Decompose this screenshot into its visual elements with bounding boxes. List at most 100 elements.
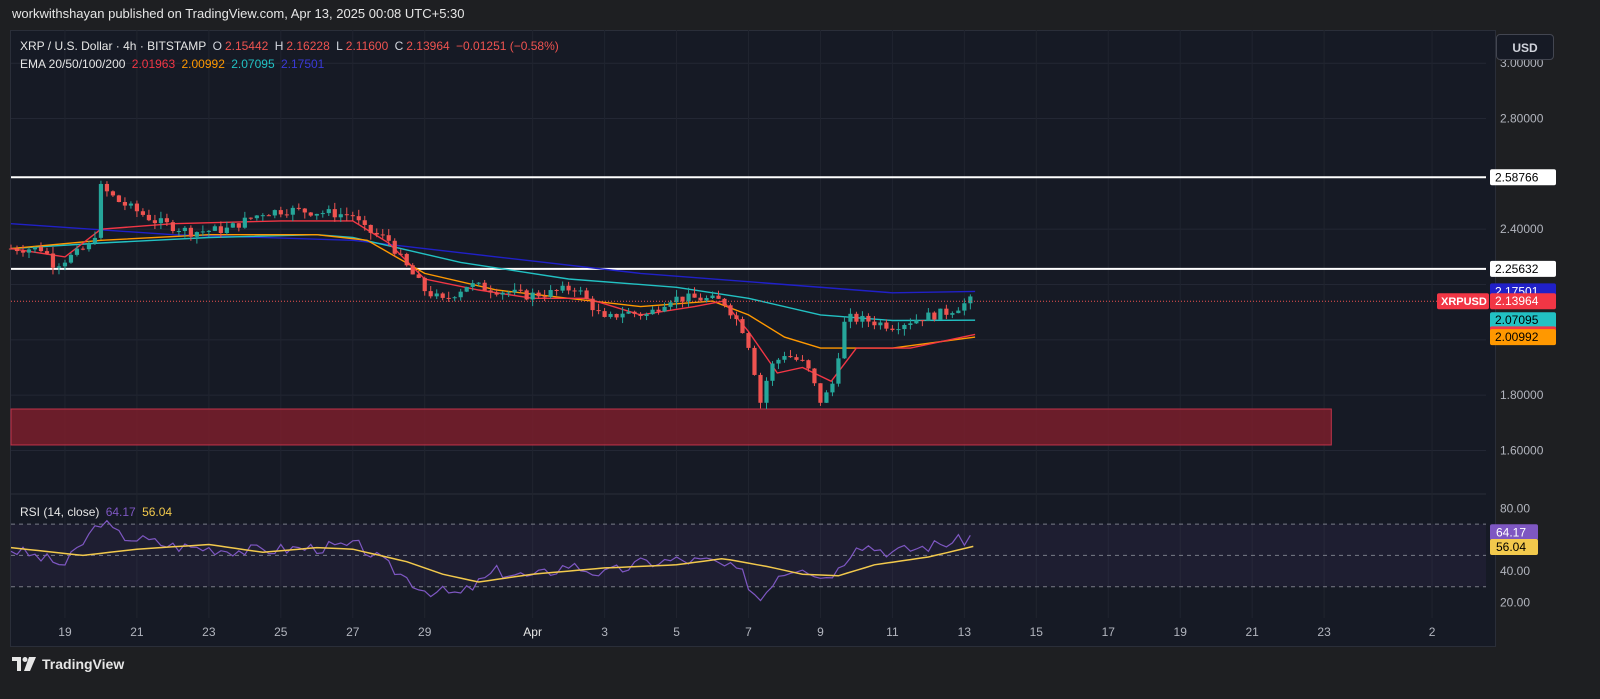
candle[interactable] xyxy=(872,321,877,326)
candle[interactable] xyxy=(104,183,110,192)
candle[interactable] xyxy=(74,248,80,255)
candle[interactable] xyxy=(740,319,745,334)
candle[interactable] xyxy=(326,209,331,214)
candle[interactable] xyxy=(458,291,463,298)
candle[interactable] xyxy=(572,290,577,292)
candle[interactable] xyxy=(80,248,86,250)
candle[interactable] xyxy=(116,195,122,203)
candle[interactable] xyxy=(344,214,349,216)
candle[interactable] xyxy=(302,208,307,213)
candle[interactable] xyxy=(176,231,181,233)
candle[interactable] xyxy=(182,227,187,232)
candle[interactable] xyxy=(896,329,901,331)
candle[interactable] xyxy=(560,285,565,291)
candle[interactable] xyxy=(32,247,38,250)
candle[interactable] xyxy=(62,262,68,267)
candle[interactable] xyxy=(206,230,211,232)
candle[interactable] xyxy=(536,292,541,297)
candle[interactable] xyxy=(506,292,511,294)
candle[interactable] xyxy=(410,265,415,275)
candle[interactable] xyxy=(122,202,128,206)
candle[interactable] xyxy=(530,292,535,300)
candle[interactable] xyxy=(260,215,265,217)
candle[interactable] xyxy=(398,253,403,255)
candle[interactable] xyxy=(152,220,158,224)
candle[interactable] xyxy=(332,209,337,218)
candle[interactable] xyxy=(146,214,152,221)
candle[interactable] xyxy=(944,308,949,315)
candle[interactable] xyxy=(236,223,241,228)
candle[interactable] xyxy=(890,328,895,330)
candle[interactable] xyxy=(866,315,871,322)
ema-label[interactable]: EMA 20/50/100/200 xyxy=(20,57,126,71)
candle[interactable] xyxy=(68,254,74,263)
candle[interactable] xyxy=(290,207,295,215)
candle[interactable] xyxy=(746,333,751,348)
candle[interactable] xyxy=(134,203,140,212)
candle[interactable] xyxy=(56,266,62,268)
candle[interactable] xyxy=(320,213,325,215)
candle[interactable] xyxy=(188,227,193,237)
candle[interactable] xyxy=(578,290,583,292)
candle[interactable] xyxy=(476,282,481,284)
candle[interactable] xyxy=(20,251,26,253)
candle[interactable] xyxy=(926,312,931,321)
candle[interactable] xyxy=(956,310,961,314)
candle[interactable] xyxy=(140,211,146,215)
candle[interactable] xyxy=(416,274,421,278)
candle[interactable] xyxy=(704,298,709,301)
candle[interactable] xyxy=(170,222,175,232)
candle[interactable] xyxy=(644,314,649,317)
candle[interactable] xyxy=(614,313,619,318)
candle[interactable] xyxy=(770,363,775,381)
candle[interactable] xyxy=(650,309,655,315)
candle[interactable] xyxy=(440,293,445,298)
candle[interactable] xyxy=(830,383,835,393)
candle[interactable] xyxy=(950,313,955,315)
candle[interactable] xyxy=(362,220,367,225)
candle[interactable] xyxy=(968,296,973,304)
candle[interactable] xyxy=(854,313,859,322)
candle[interactable] xyxy=(350,215,355,217)
candle[interactable] xyxy=(266,215,271,217)
candle[interactable] xyxy=(8,248,14,250)
candle[interactable] xyxy=(386,235,391,241)
candle[interactable] xyxy=(482,282,487,291)
candle[interactable] xyxy=(224,227,229,233)
candle[interactable] xyxy=(794,357,799,360)
candle[interactable] xyxy=(710,295,715,299)
candle[interactable] xyxy=(674,296,679,303)
candle[interactable] xyxy=(218,226,223,233)
candle[interactable] xyxy=(824,392,829,403)
candle[interactable] xyxy=(812,368,817,384)
candle[interactable] xyxy=(44,251,50,254)
candle[interactable] xyxy=(434,293,439,297)
candle[interactable] xyxy=(368,224,373,233)
candle[interactable] xyxy=(164,218,169,223)
candle[interactable] xyxy=(548,290,553,297)
candle[interactable] xyxy=(692,293,697,298)
candle[interactable] xyxy=(542,296,547,298)
candle[interactable] xyxy=(446,297,451,299)
candle[interactable] xyxy=(86,243,92,250)
candle[interactable] xyxy=(962,303,967,311)
candle[interactable] xyxy=(392,240,397,254)
candle[interactable] xyxy=(722,298,727,306)
candle[interactable] xyxy=(938,308,943,320)
symbol-title[interactable]: XRP / U.S. Dollar · 4h · BITSTAMP xyxy=(20,39,207,53)
candle[interactable] xyxy=(200,231,205,233)
candle[interactable] xyxy=(242,217,247,228)
candle[interactable] xyxy=(356,216,361,221)
candle[interactable] xyxy=(470,283,475,287)
candle[interactable] xyxy=(920,320,925,322)
candle[interactable] xyxy=(914,320,919,324)
candle[interactable] xyxy=(554,290,559,292)
candle[interactable] xyxy=(932,312,937,320)
candle[interactable] xyxy=(764,380,769,403)
candle[interactable] xyxy=(632,311,637,314)
candle[interactable] xyxy=(680,296,685,302)
candle[interactable] xyxy=(128,203,134,206)
candle[interactable] xyxy=(818,383,823,403)
candle[interactable] xyxy=(26,249,32,253)
